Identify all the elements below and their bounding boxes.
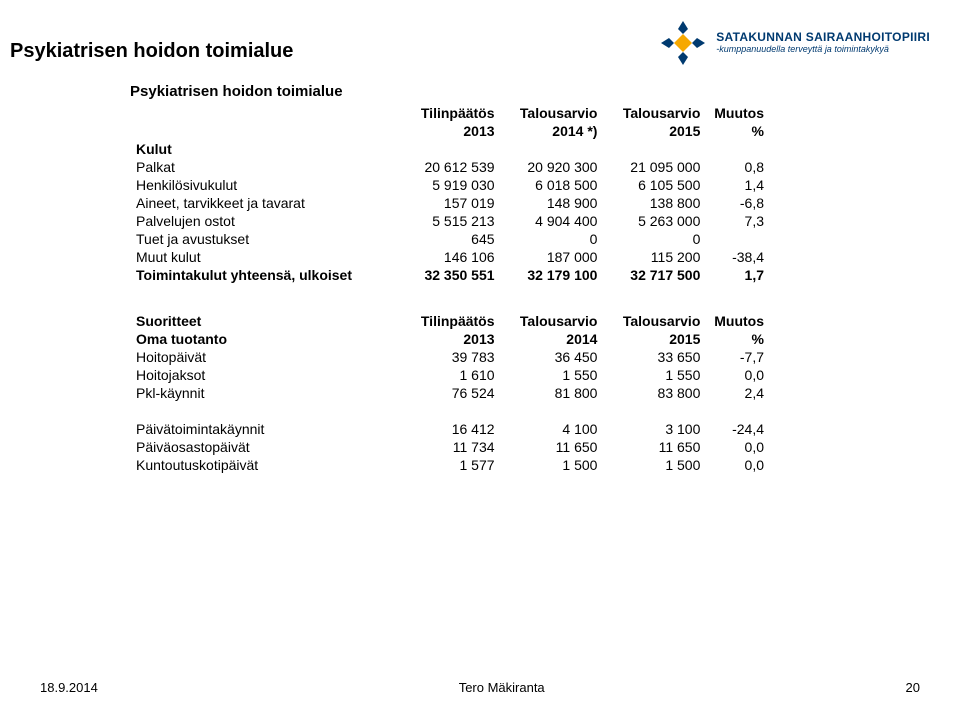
footer-date: 18.9.2014 <box>40 680 98 695</box>
table-row: Kuntoutuskotipäivät1 5771 5001 5000,0 <box>130 456 770 474</box>
table-header-1: Tilinpäätös Talousarvio Talousarvio Muut… <box>130 104 770 122</box>
footer-page: 20 <box>906 680 920 695</box>
table-row: Henkilösivukulut5 919 0306 018 5006 105 … <box>130 176 770 194</box>
spacer-row <box>130 402 770 420</box>
table1-title: Psykiatrisen hoidon toimialue <box>130 83 900 100</box>
logo-subtitle: -kumppanuudella terveyttä ja toimintakyk… <box>716 45 930 55</box>
table-row: Tuet ja avustukset64500 <box>130 230 770 248</box>
costs-table: Tilinpäätös Talousarvio Talousarvio Muut… <box>130 104 770 284</box>
output-table: Suoritteet Tilinpäätös Talousarvio Talou… <box>130 312 770 474</box>
table-row: Päiväosastopäivät11 73411 65011 6500,0 <box>130 438 770 456</box>
org-logo: SATAKUNNAN SAIRAANHOITOPIIRI -kumppanuud… <box>658 18 930 68</box>
group-row: Kulut <box>130 140 770 158</box>
table-row: Pkl-käynnit76 52481 80083 8002,4 <box>130 384 770 402</box>
page-footer: 18.9.2014 Tero Mäkiranta 20 <box>40 680 920 695</box>
table-row: Muut kulut146 106187 000115 200-38,4 <box>130 248 770 266</box>
table-row: Palkat20 612 53920 920 30021 095 0000,8 <box>130 158 770 176</box>
footer-author: Tero Mäkiranta <box>459 680 545 695</box>
table-row: Hoitojaksot1 6101 5501 5500,0 <box>130 366 770 384</box>
table-row: Hoitopäivät39 78336 45033 650-7,7 <box>130 348 770 366</box>
table-header-2: 2013 2014 *) 2015 % <box>130 122 770 140</box>
table-row: Päivätoimintakäynnit16 4124 1003 100-24,… <box>130 420 770 438</box>
logo-title: SATAKUNNAN SAIRAANHOITOPIIRI <box>716 31 930 44</box>
table-row: Palvelujen ostot5 515 2134 904 4005 263 … <box>130 212 770 230</box>
table-total-row: Toimintakulut yhteensä, ulkoiset 32 350 … <box>130 266 770 284</box>
table2-header-1: Suoritteet Tilinpäätös Talousarvio Talou… <box>130 312 770 330</box>
table-row: Aineet, tarvikkeet ja tavarat157 019148 … <box>130 194 770 212</box>
logo-icon <box>658 18 708 68</box>
table2-header-2: Oma tuotanto 2013 2014 2015 % <box>130 330 770 348</box>
